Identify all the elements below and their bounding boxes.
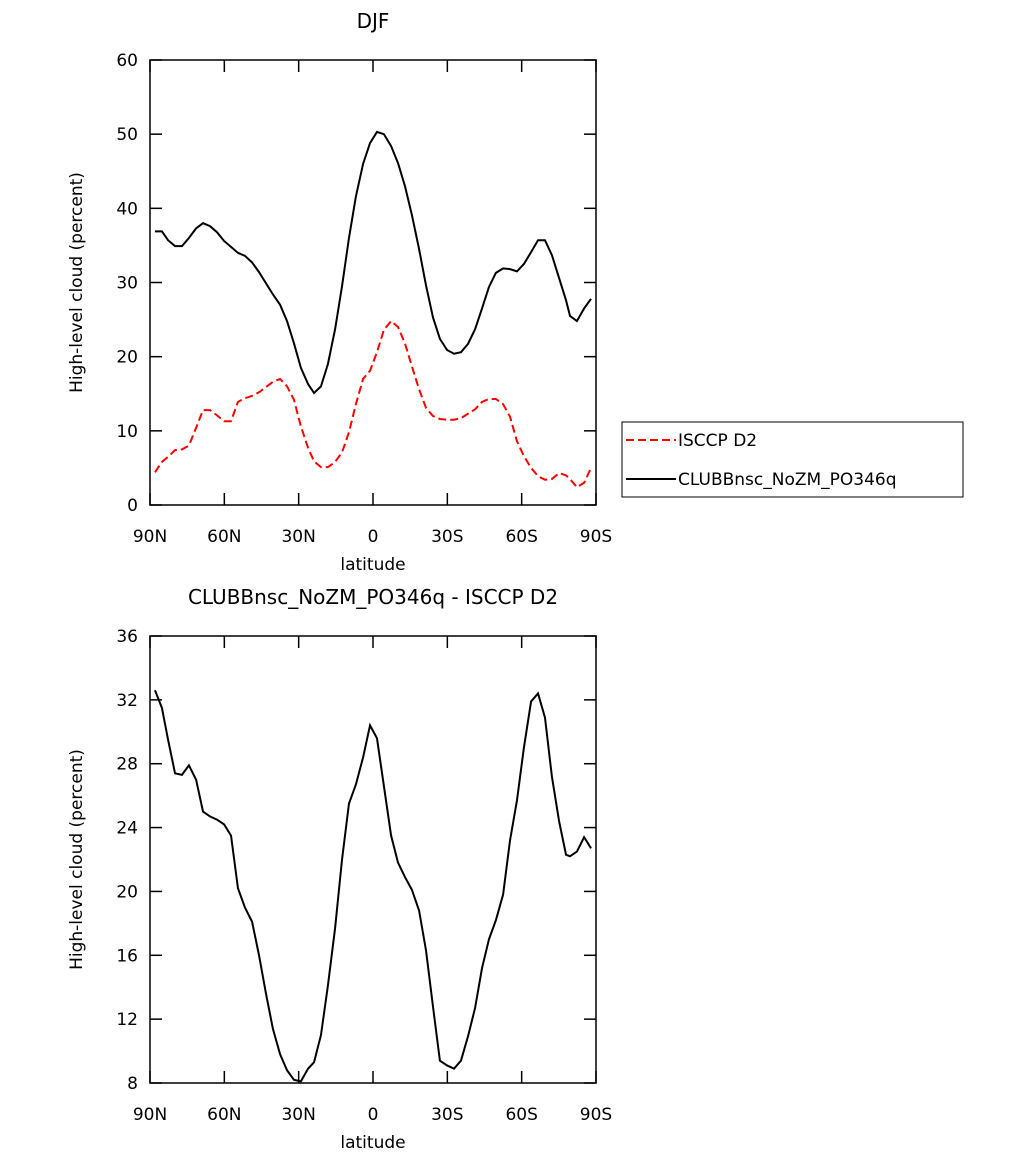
y-tick-label: 10 (116, 422, 138, 442)
legend: ISCCP D2 CLUBBnsc_NoZM_PO346q (621, 421, 964, 498)
x-tick-label: 90S (580, 1105, 612, 1125)
x-tick-label: 90N (133, 1105, 167, 1125)
x-tick-label: 0 (368, 527, 379, 547)
y-tick-label: 60 (116, 51, 138, 71)
y-tick-label: 28 (116, 755, 138, 775)
x-tick-label: 90N (133, 527, 167, 547)
plot-frame (149, 59, 597, 506)
y-tick-label: 16 (116, 946, 138, 966)
chart-title: DJF (357, 9, 390, 33)
x-tick-label: 30N (281, 527, 315, 547)
y-axis-label: High-level cloud (percent) (67, 172, 87, 393)
x-tick-label: 0 (368, 1105, 379, 1125)
y-axis-label: High-level cloud (percent) (67, 749, 87, 970)
y-tick-label: 40 (116, 199, 138, 219)
y-tick-label: 50 (116, 125, 138, 145)
y-tick-label: 0 (127, 496, 138, 516)
x-tick-label: 60N (207, 1105, 241, 1125)
x-tick-label: 30S (431, 527, 463, 547)
y-tick-label: 8 (127, 1074, 138, 1094)
x-axis-label: latitude (340, 555, 405, 575)
y-tick-label: 36 (116, 627, 138, 647)
x-tick-label: 60S (505, 1105, 537, 1125)
plot-frame (149, 635, 597, 1084)
data-line (154, 319, 592, 489)
data-line (154, 130, 592, 395)
y-tick-label: 24 (116, 819, 138, 839)
legend-label: ISCCP D2 (678, 431, 757, 451)
x-tick-label: 90S (580, 527, 612, 547)
x-tick-label: 60N (207, 527, 241, 547)
legend-label: CLUBBnsc_NoZM_PO346q (678, 470, 897, 490)
legend-box (621, 421, 964, 498)
x-tick-label: 60S (505, 527, 537, 547)
chart-title: CLUBBnsc_NoZM_PO346q - ISCCP D2 (188, 585, 558, 609)
x-axis-label: latitude (340, 1133, 405, 1153)
x-tick-label: 30S (431, 1105, 463, 1125)
y-tick-label: 20 (116, 882, 138, 902)
y-tick-label: 30 (116, 274, 138, 294)
y-tick-label: 12 (116, 1010, 138, 1030)
data-line (154, 689, 592, 1083)
y-tick-label: 32 (116, 691, 138, 711)
x-tick-label: 30N (281, 1105, 315, 1125)
y-tick-label: 20 (116, 348, 138, 368)
